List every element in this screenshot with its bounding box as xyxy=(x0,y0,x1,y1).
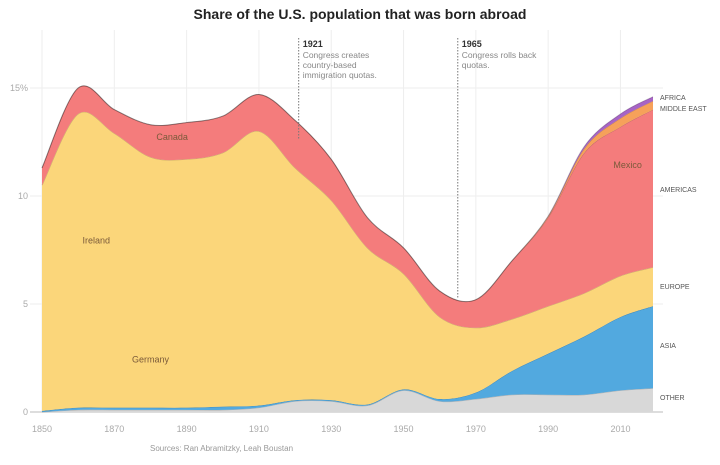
series-label-asia: ASIA xyxy=(660,343,676,350)
area-label: Germany xyxy=(132,354,170,364)
x-tick-label: 1890 xyxy=(177,424,197,434)
area-europe xyxy=(42,111,653,411)
series-label-middle-east: MIDDLE EAST xyxy=(660,106,707,113)
area-label: Ireland xyxy=(82,236,110,246)
x-tick-label: 1870 xyxy=(104,424,124,434)
y-tick-label: 15% xyxy=(10,83,28,93)
area-other xyxy=(42,388,653,412)
area-label: Mexico xyxy=(613,160,642,170)
x-tick-label: 1950 xyxy=(394,424,414,434)
x-tick-label: 1990 xyxy=(538,424,558,434)
x-tick-label: 1850 xyxy=(32,424,52,434)
y-tick-label: 0 xyxy=(23,407,28,417)
annotation-title: 1965 xyxy=(462,39,482,49)
annotation-text: quotas. xyxy=(462,60,490,70)
series-label-africa: AFRICA xyxy=(660,95,686,102)
x-tick-label: 1910 xyxy=(249,424,269,434)
annotation-title: 1921 xyxy=(303,39,323,49)
y-tick-label: 5 xyxy=(23,299,28,309)
chart-title: Share of the U.S. population that was bo… xyxy=(193,6,527,22)
series-label-europe: EUROPE xyxy=(660,284,690,291)
series-label-americas: AMERICAS xyxy=(660,187,697,194)
area-americas xyxy=(42,85,653,328)
area-asia xyxy=(42,306,653,412)
area-edge-africa xyxy=(41,85,654,303)
x-tick-label: 2010 xyxy=(610,424,630,434)
source-note: Sources: Ran Abramitzky, Leah Boustan xyxy=(150,444,294,453)
y-tick-label: 10 xyxy=(18,191,28,201)
annotation-text: Congress rolls back xyxy=(462,50,537,60)
series-label-other: OTHER xyxy=(660,395,685,402)
x-tick-label: 1930 xyxy=(321,424,341,434)
x-tick-label: 1970 xyxy=(466,424,486,434)
area-label: Canada xyxy=(156,132,188,142)
annotation-text: Congress creates xyxy=(303,50,370,60)
annotation-text: immigration quotas. xyxy=(303,70,377,80)
annotation-text: country-based xyxy=(303,60,357,70)
